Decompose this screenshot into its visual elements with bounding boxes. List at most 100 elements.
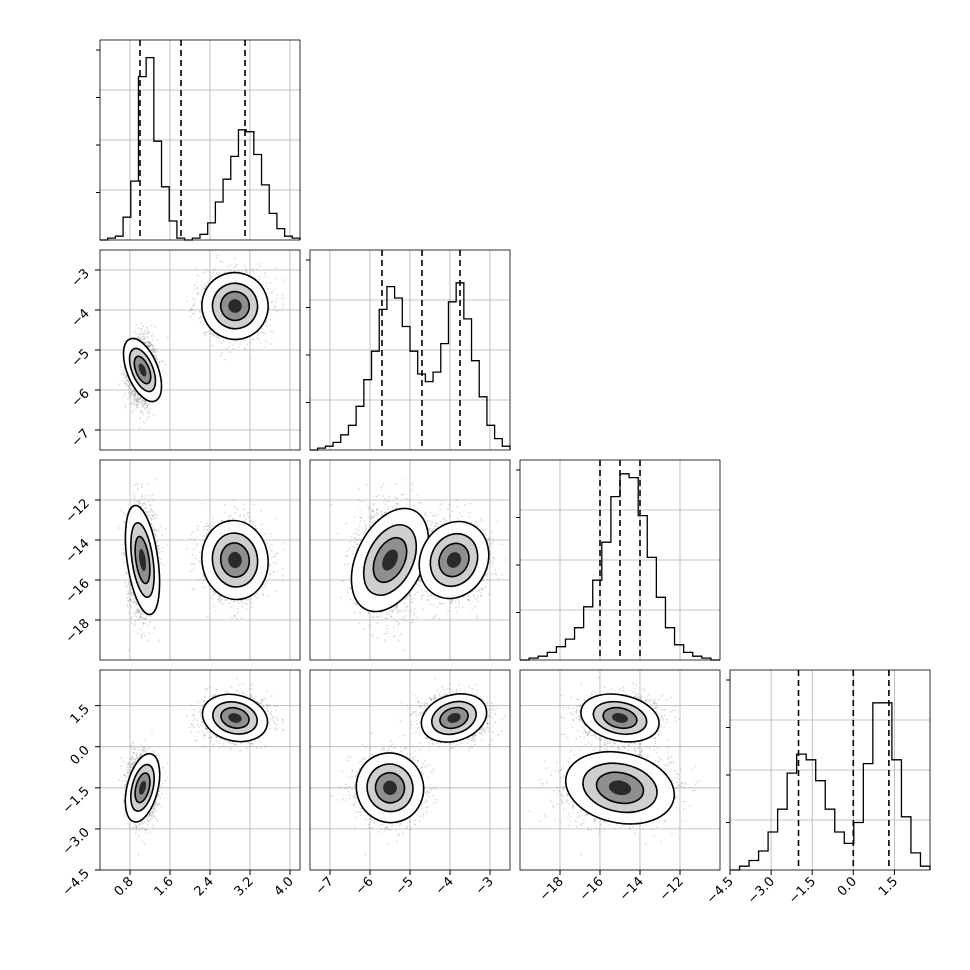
sample-point bbox=[136, 603, 139, 606]
sample-point bbox=[143, 403, 146, 406]
sample-point bbox=[124, 404, 127, 407]
sample-point bbox=[155, 350, 158, 353]
sample-point bbox=[148, 345, 151, 348]
sample-point bbox=[158, 556, 161, 559]
sample-point bbox=[140, 322, 143, 325]
sample-point bbox=[134, 393, 137, 395]
sample-point bbox=[125, 375, 128, 377]
sample-point bbox=[143, 330, 146, 333]
sample-point bbox=[220, 352, 223, 354]
sample-point bbox=[129, 617, 132, 620]
sample-point bbox=[130, 390, 133, 393]
sample-point bbox=[153, 348, 156, 351]
sample-point bbox=[153, 354, 156, 357]
sample-point bbox=[210, 276, 213, 279]
sample-point bbox=[135, 404, 138, 407]
panel-0-0 bbox=[96, 39, 301, 241]
sample-point bbox=[220, 354, 222, 357]
sample-point bbox=[234, 265, 237, 268]
sample-point bbox=[216, 335, 219, 337]
sample-point bbox=[125, 572, 128, 575]
sample-point bbox=[152, 349, 155, 352]
sample-point bbox=[199, 315, 202, 318]
sample-point bbox=[135, 404, 138, 407]
sample-point bbox=[146, 335, 149, 338]
sample-point bbox=[134, 391, 136, 394]
sample-point bbox=[149, 510, 152, 513]
sample-point bbox=[154, 326, 157, 328]
sample-point bbox=[266, 325, 268, 328]
sample-point bbox=[145, 341, 148, 344]
sample-point bbox=[270, 301, 273, 304]
sample-point bbox=[151, 333, 153, 336]
sample-point bbox=[152, 351, 154, 354]
sample-point bbox=[135, 400, 138, 403]
sample-point bbox=[133, 389, 136, 392]
sample-point bbox=[258, 278, 261, 281]
sample-point bbox=[136, 396, 139, 399]
sample-point bbox=[204, 331, 207, 334]
sample-point bbox=[245, 269, 248, 272]
sample-point bbox=[127, 387, 130, 390]
sample-point bbox=[253, 339, 256, 341]
histogram-step-1 bbox=[310, 282, 511, 451]
sample-point bbox=[135, 323, 138, 326]
sample-point bbox=[120, 372, 123, 375]
sample-point bbox=[209, 330, 211, 333]
sample-point bbox=[137, 398, 140, 401]
sample-point bbox=[133, 611, 136, 614]
sample-point bbox=[162, 360, 165, 363]
sample-point bbox=[221, 261, 224, 263]
sample-point bbox=[126, 385, 129, 388]
sample-point bbox=[141, 338, 143, 341]
sample-point bbox=[190, 307, 192, 310]
sample-point bbox=[143, 404, 146, 407]
sample-point bbox=[132, 398, 135, 401]
sample-point bbox=[145, 328, 148, 331]
sample-point bbox=[152, 350, 155, 353]
sample-point bbox=[260, 282, 263, 285]
sample-point bbox=[142, 338, 145, 341]
sample-point bbox=[223, 358, 226, 361]
sample-point bbox=[144, 342, 147, 344]
sample-point bbox=[238, 346, 241, 348]
sample-point bbox=[189, 316, 192, 319]
sample-point bbox=[268, 307, 271, 310]
panel-3-3 bbox=[726, 669, 931, 871]
sample-point bbox=[129, 396, 131, 399]
sample-point bbox=[138, 336, 141, 339]
sample-point bbox=[153, 349, 156, 351]
sample-point bbox=[137, 400, 140, 403]
sample-point bbox=[134, 393, 137, 395]
sample-point bbox=[194, 287, 197, 290]
sample-point bbox=[272, 331, 275, 333]
sample-point bbox=[203, 271, 206, 274]
sample-point bbox=[149, 341, 152, 344]
sample-point bbox=[193, 284, 196, 287]
sample-point bbox=[143, 402, 145, 405]
sample-point bbox=[150, 324, 153, 327]
sample-point bbox=[135, 333, 137, 335]
sample-point bbox=[157, 548, 159, 551]
sample-point bbox=[155, 356, 158, 359]
sample-point bbox=[150, 516, 152, 519]
sample-point bbox=[208, 328, 211, 331]
sample-point bbox=[130, 393, 133, 396]
sample-point bbox=[135, 398, 137, 401]
sample-point bbox=[147, 345, 150, 348]
panel-frame bbox=[519, 459, 721, 661]
sample-point bbox=[147, 341, 150, 344]
sample-point bbox=[215, 272, 218, 275]
sample-point bbox=[244, 348, 246, 351]
panel-frame bbox=[99, 39, 301, 241]
sample-point bbox=[132, 395, 135, 398]
sample-point bbox=[259, 342, 261, 344]
sample-point bbox=[126, 382, 128, 385]
sample-point bbox=[133, 394, 136, 397]
sample-point bbox=[142, 399, 145, 402]
sample-point bbox=[144, 408, 146, 411]
sample-point bbox=[122, 551, 125, 554]
sample-point bbox=[139, 397, 142, 400]
sample-point bbox=[146, 332, 148, 335]
sample-point bbox=[149, 620, 152, 623]
